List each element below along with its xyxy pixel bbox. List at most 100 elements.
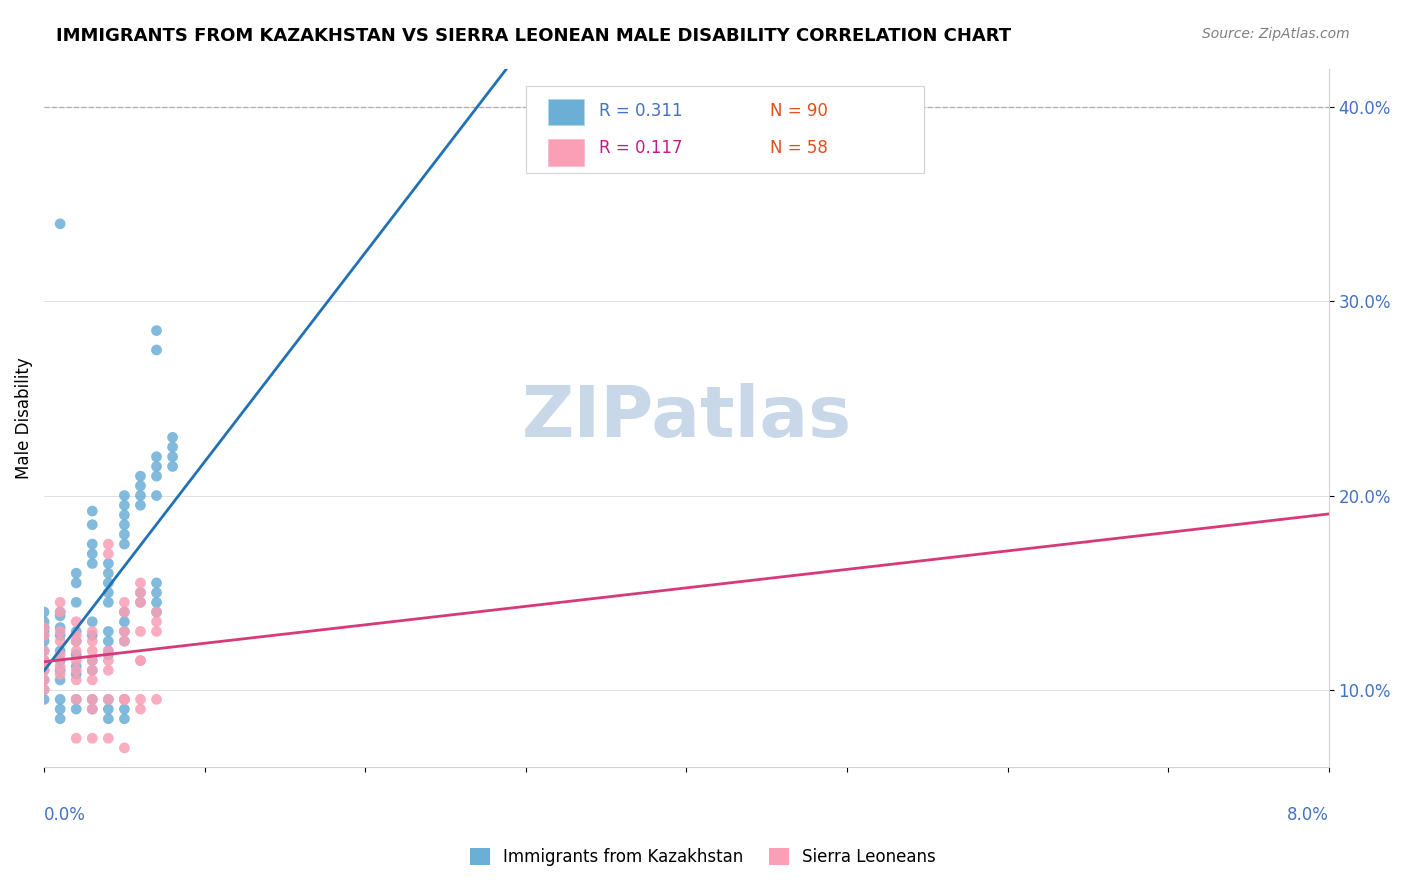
Point [112, 615, 135, 629]
Point [145, 605, 167, 619]
Point [112, 712, 135, 726]
Point [112, 692, 135, 706]
Point [112, 517, 135, 532]
Text: R = 0.311: R = 0.311 [599, 103, 683, 120]
Point [32, 682, 55, 697]
Y-axis label: Male Disability: Male Disability [15, 357, 32, 479]
Point [112, 508, 135, 522]
Point [129, 702, 152, 716]
Point [49, 621, 72, 635]
Point [112, 624, 135, 639]
Point [112, 595, 135, 609]
Point [32, 654, 55, 668]
Point [145, 615, 167, 629]
Point [82, 673, 104, 687]
Point [32, 624, 55, 639]
Point [49, 659, 72, 673]
Point [65, 654, 87, 668]
Point [97, 547, 120, 561]
Point [49, 667, 72, 681]
Point [145, 450, 167, 464]
Point [32, 605, 55, 619]
Point [82, 547, 104, 561]
Point [97, 537, 120, 551]
Point [49, 663, 72, 677]
Text: IMMIGRANTS FROM KAZAKHSTAN VS SIERRA LEONEAN MALE DISABILITY CORRELATION CHART: IMMIGRANTS FROM KAZAKHSTAN VS SIERRA LEO… [56, 27, 1011, 45]
Point [112, 692, 135, 706]
Point [129, 654, 152, 668]
Point [32, 663, 55, 677]
Point [112, 634, 135, 648]
Point [32, 621, 55, 635]
Point [82, 702, 104, 716]
Point [65, 663, 87, 677]
Point [49, 605, 72, 619]
Point [97, 624, 120, 639]
Text: N = 90: N = 90 [770, 103, 828, 120]
Point [49, 702, 72, 716]
Text: ZIPatlas: ZIPatlas [522, 384, 852, 452]
Text: R = 0.117: R = 0.117 [599, 139, 682, 157]
Point [112, 527, 135, 541]
Point [145, 595, 167, 609]
Point [129, 498, 152, 512]
Point [82, 644, 104, 658]
Point [65, 692, 87, 706]
Point [65, 615, 87, 629]
Point [97, 692, 120, 706]
Point [49, 673, 72, 687]
Point [129, 469, 152, 483]
Point [112, 740, 135, 755]
Point [162, 459, 184, 474]
Point [82, 624, 104, 639]
FancyBboxPatch shape [548, 99, 583, 126]
Point [32, 673, 55, 687]
Point [97, 575, 120, 590]
Point [112, 537, 135, 551]
Text: Source: ZipAtlas.com: Source: ZipAtlas.com [1202, 27, 1350, 41]
Point [65, 648, 87, 662]
Point [82, 615, 104, 629]
Text: 0.0%: 0.0% [44, 806, 86, 824]
Point [65, 673, 87, 687]
Point [112, 634, 135, 648]
Point [97, 566, 120, 581]
Point [82, 692, 104, 706]
Point [112, 489, 135, 503]
Point [65, 731, 87, 746]
Point [49, 692, 72, 706]
Point [129, 585, 152, 599]
Point [82, 654, 104, 668]
Point [65, 692, 87, 706]
Point [129, 489, 152, 503]
Point [97, 644, 120, 658]
Point [32, 692, 55, 706]
Point [32, 628, 55, 642]
Point [162, 440, 184, 454]
FancyBboxPatch shape [548, 139, 583, 166]
Point [49, 217, 72, 231]
Point [129, 575, 152, 590]
Point [112, 624, 135, 639]
Point [65, 667, 87, 681]
Point [162, 450, 184, 464]
Point [97, 731, 120, 746]
Point [129, 624, 152, 639]
Point [97, 663, 120, 677]
Point [112, 605, 135, 619]
Point [112, 692, 135, 706]
Point [145, 343, 167, 357]
Point [129, 585, 152, 599]
Point [82, 663, 104, 677]
Point [49, 624, 72, 639]
Point [97, 644, 120, 658]
Point [129, 595, 152, 609]
Point [145, 585, 167, 599]
Point [145, 459, 167, 474]
Point [145, 624, 167, 639]
Point [145, 469, 167, 483]
Point [49, 595, 72, 609]
Point [112, 605, 135, 619]
Point [129, 654, 152, 668]
Point [32, 663, 55, 677]
